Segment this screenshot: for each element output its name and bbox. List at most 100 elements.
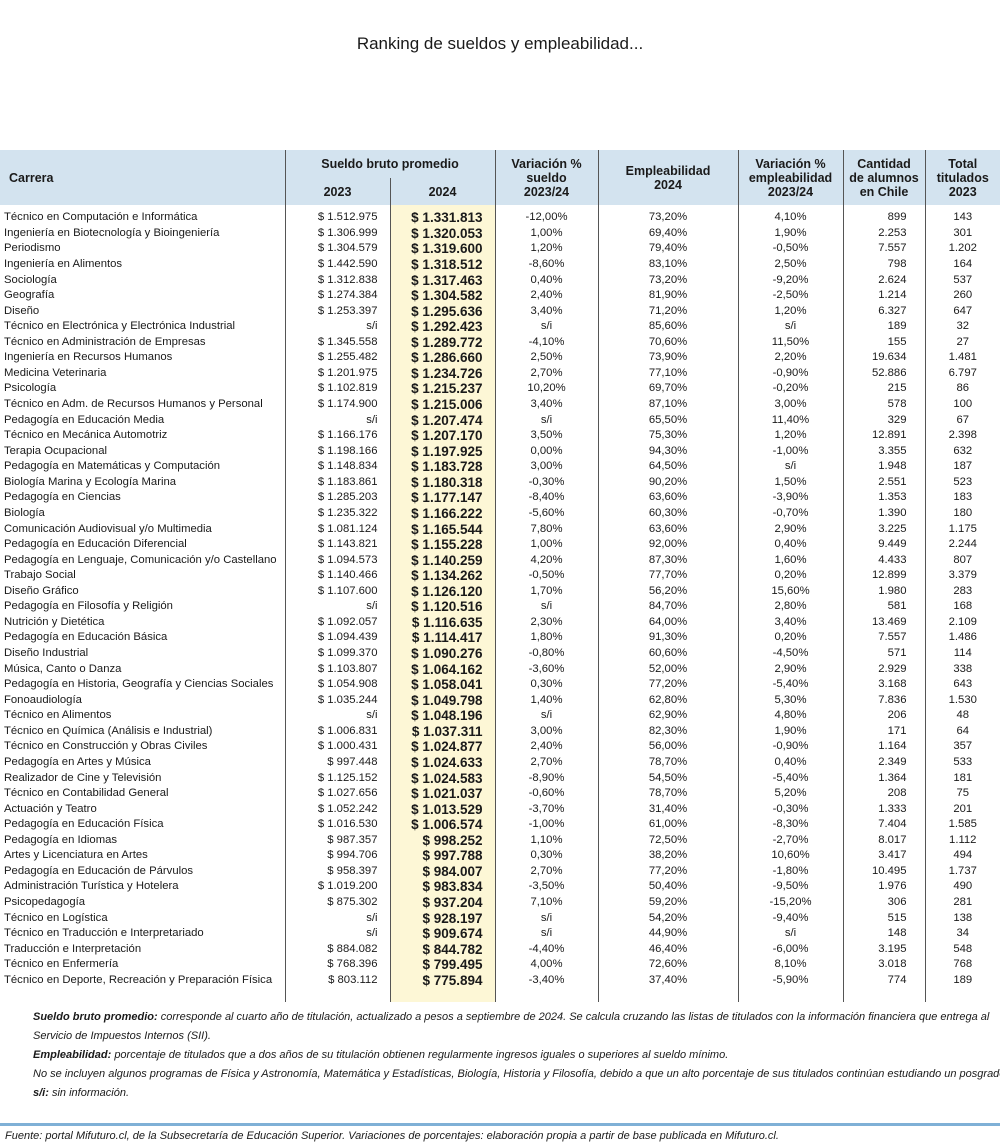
cell: Psicopedagogía xyxy=(4,896,86,909)
table-row: Pedagogía en Idiomas $ 987.357 $ 998.252 1,… xyxy=(0,832,1000,849)
cell: $ 1.183.861 xyxy=(284,474,390,491)
cell: $ 1.512.975 xyxy=(284,205,390,226)
note-term: Empleabilidad: xyxy=(33,1049,112,1061)
cell: Técnico en Alimentos xyxy=(4,709,112,722)
cell: 64,00% xyxy=(597,614,738,631)
cell: Diseño xyxy=(4,304,40,317)
note-text: sin información. xyxy=(51,1087,130,1099)
cell: $ 1.054.908 xyxy=(284,676,390,693)
cell: $ 1.304.579 xyxy=(284,241,390,257)
cell: $ 1.165.544 xyxy=(389,521,495,537)
cell: $ 1.016.530 xyxy=(284,816,390,833)
cell: Actuación y Teatro xyxy=(4,802,97,815)
cell: $ 1.442.590 xyxy=(284,256,390,273)
cell: -8,60% xyxy=(494,256,598,273)
cell: Biología xyxy=(4,506,45,519)
cell: 143 xyxy=(924,205,1000,226)
cell: $ 1.180.318 xyxy=(389,474,495,491)
cell: 768 xyxy=(924,957,1000,973)
cell: 171 xyxy=(842,723,925,740)
note: Sueldo bruto promedio: corresponde al cu… xyxy=(33,1008,1000,1046)
cell: $ 1.107.600 xyxy=(284,583,390,600)
cell: $ 1.312.838 xyxy=(284,272,390,288)
cell: 8,10% xyxy=(737,957,843,973)
cell: $ 1.102.819 xyxy=(284,381,390,397)
column-header: Sueldo bruto promedio xyxy=(284,150,495,178)
cell: $ 1.143.821 xyxy=(284,536,390,553)
spacer-cell xyxy=(284,988,390,1003)
cell: 85,60% xyxy=(597,318,738,335)
table-row: Técnico en Adm. de Recursos Humanos y Pe… xyxy=(0,396,1000,413)
header-row: 2023 2024 xyxy=(0,178,1000,205)
cell: 94,30% xyxy=(597,443,738,459)
cell: 90,20% xyxy=(597,474,738,491)
header-line: Carrera xyxy=(9,170,54,185)
table-row: Comunicación Audiovisual y/o Multimedia $… xyxy=(0,521,1000,537)
cell: 3.195 xyxy=(842,941,925,957)
column-header: Total titulados 2023 xyxy=(924,150,1000,205)
cell: $ 1.234.726 xyxy=(389,365,495,382)
cell: 0,40% xyxy=(737,754,843,771)
cell: $ 1.103.807 xyxy=(284,661,390,677)
cell: -4,50% xyxy=(737,645,843,662)
cell: 494 xyxy=(924,848,1000,864)
cell: -3,50% xyxy=(494,879,598,895)
cell: 91,30% xyxy=(597,630,738,646)
cell: $ 1.049.798 xyxy=(389,692,495,708)
cell: Técnico en Logística xyxy=(4,911,108,924)
cell: 338 xyxy=(924,661,1000,677)
cell: 357 xyxy=(924,739,1000,755)
cell: 84,70% xyxy=(597,599,738,615)
cell: $ 1.024.633 xyxy=(389,754,495,771)
cell: 38,20% xyxy=(597,848,738,864)
cell: 189 xyxy=(842,318,925,335)
cell: $ 1.148.834 xyxy=(284,459,390,475)
cell: 523 xyxy=(924,474,1000,491)
cell: $ 1.000.431 xyxy=(284,739,390,755)
cell: s/i xyxy=(737,318,843,335)
header-line: Variación % xyxy=(511,156,582,171)
cell: $ 997.448 xyxy=(284,754,390,771)
cell: 1.948 xyxy=(842,459,925,475)
cell: 1.976 xyxy=(842,879,925,895)
cell: 1.175 xyxy=(924,521,1000,537)
table-row: Técnico en Construcción y Obras Civiles $… xyxy=(0,739,1000,755)
cell: $ 1.166.222 xyxy=(389,505,495,522)
cell: s/i xyxy=(284,708,390,724)
cell: 1.333 xyxy=(842,801,925,817)
cell: s/i xyxy=(737,925,843,942)
table-row: Técnico en Deporte, Recreación y Prepara… xyxy=(0,972,1000,989)
table-row: Sociología $ 1.312.838 $ 1.317.463 0,40% 73,… xyxy=(0,272,1000,288)
cell: 490 xyxy=(924,879,1000,895)
cell: 2,50% xyxy=(737,256,843,273)
cell: s/i xyxy=(737,459,843,475)
cell: 2,70% xyxy=(494,365,598,382)
cell: 70,60% xyxy=(597,334,738,351)
cell: 73,90% xyxy=(597,350,738,366)
cell: 138 xyxy=(924,910,1000,926)
cell: Pedagogía en Educación Media xyxy=(4,413,165,426)
cell: 46,40% xyxy=(597,941,738,957)
cell: -3,70% xyxy=(494,801,598,817)
cell: $ 1.027.656 xyxy=(284,785,390,802)
cell: 2.253 xyxy=(842,225,925,242)
cell: 1.364 xyxy=(842,770,925,786)
cell: 181 xyxy=(924,770,1000,786)
cell: 56,20% xyxy=(597,583,738,600)
cell: 187 xyxy=(924,459,1000,475)
cell: 52.886 xyxy=(842,365,925,382)
cell: 78,70% xyxy=(597,754,738,771)
cell: -6,00% xyxy=(737,941,843,957)
cell: 0,20% xyxy=(737,567,843,584)
cell: -0,50% xyxy=(494,567,598,584)
cell: $ 1.304.582 xyxy=(389,287,495,304)
cell: -0,60% xyxy=(494,785,598,802)
cell: 75,30% xyxy=(597,427,738,444)
cell: -5,40% xyxy=(737,770,843,786)
cell: 1,80% xyxy=(494,630,598,646)
header-line: de alumnos xyxy=(849,170,919,185)
cell: 329 xyxy=(842,412,925,428)
table-row: Traducción e Interpretación $ 884.082 $ 84… xyxy=(0,941,1000,957)
cell: 1,20% xyxy=(737,427,843,444)
cell: -9,20% xyxy=(737,272,843,288)
